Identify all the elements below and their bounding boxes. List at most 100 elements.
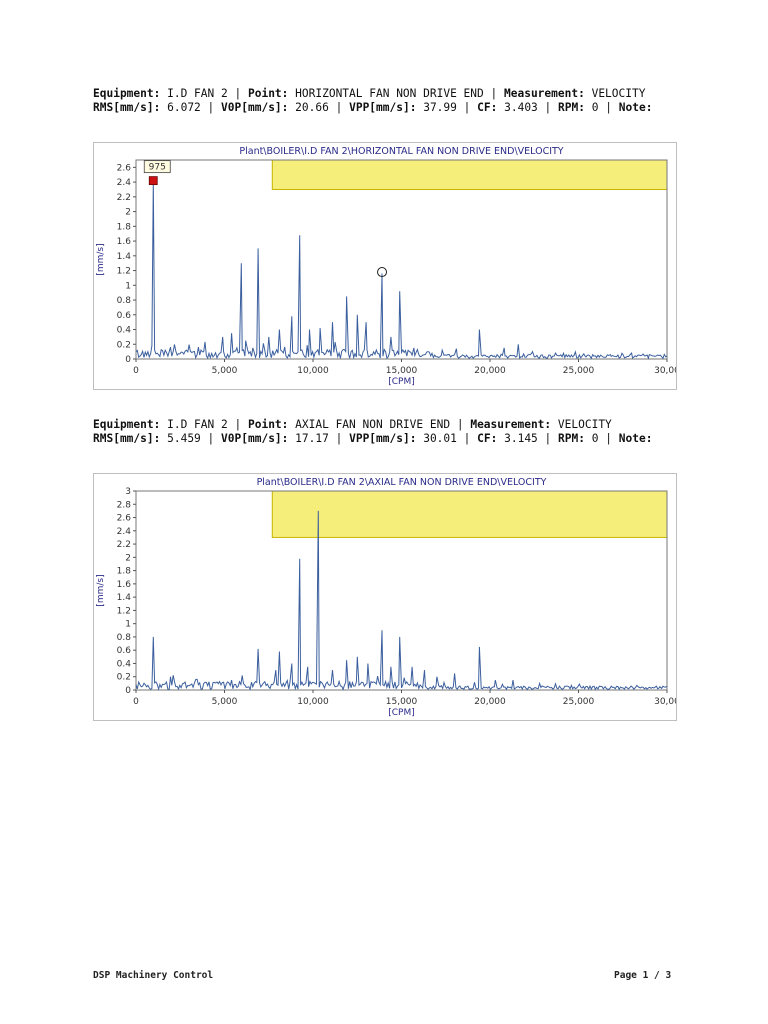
y-tick-label: 0.4 (117, 659, 132, 669)
note-label: Note: (618, 101, 653, 114)
point-label: Point: (247, 87, 289, 100)
y-axis-label: [mm/s] (96, 574, 106, 606)
y-tick-label: 1.2 (117, 267, 131, 277)
point-label: Point: (247, 418, 289, 431)
equipment-value: I.D FAN 2 (167, 87, 228, 100)
vpp-value: 37.99 (423, 101, 457, 114)
cf-label: CF: (477, 101, 498, 114)
equipment-line: Equipment: I.D FAN 2 | Point: HORIZONTAL… (93, 87, 683, 101)
y-tick-label: 2 (125, 208, 131, 218)
rms-label: RMS[mm/s]: (93, 101, 161, 114)
vpp-value: 30.01 (423, 432, 457, 445)
y-tick-label: 0.8 (117, 633, 132, 643)
spectrum-chart-axial: Plant\BOILER\I.D FAN 2\AXIAL FAN NON DRI… (93, 473, 677, 721)
report-header: Equipment: I.D FAN 2 | Point: HORIZONTAL… (93, 87, 683, 115)
x-tick-label: 25,000 (563, 366, 595, 376)
separator: | (605, 432, 612, 445)
y-tick-label: 0.2 (117, 340, 131, 350)
x-tick-label: 0 (133, 366, 139, 376)
x-tick-label: 15,000 (386, 366, 418, 376)
y-tick-label: 2.6 (117, 163, 132, 173)
report-header: Equipment: I.D FAN 2 | Point: AXIAL FAN … (93, 418, 683, 446)
y-tick-label: 2 (125, 553, 131, 563)
y-tick-label: 1.6 (117, 237, 132, 247)
chart-title: Plant\BOILER\I.D FAN 2\AXIAL FAN NON DRI… (257, 477, 547, 488)
y-tick-label: 1.4 (117, 252, 132, 262)
y-tick-label: 2.4 (117, 178, 132, 188)
x-tick-label: 20,000 (474, 366, 506, 376)
v0p-label: V0P[mm/s]: (221, 432, 289, 445)
y-tick-label: 1.8 (117, 567, 132, 577)
metrics-line: RMS[mm/s]: 5.459 | V0P[mm/s]: 17.17 | VP… (93, 432, 683, 446)
point-value: AXIAL FAN NON DRIVE END (295, 418, 451, 431)
y-tick-label: 0.6 (117, 646, 132, 656)
peak-marker (148, 176, 158, 186)
alarm-band (271, 159, 668, 190)
y-tick-label: 1 (125, 620, 131, 630)
separator: | (207, 101, 215, 114)
measurement-label: Measurement: (504, 87, 585, 100)
spectrum-chart-horizontal: Plant\BOILER\I.D FAN 2\HORIZONTAL FAN NO… (93, 142, 677, 390)
y-tick-label: 0.2 (117, 673, 131, 683)
rpm-label: RPM: (558, 432, 585, 445)
spectrum-plot: Plant\BOILER\I.D FAN 2\AXIAL FAN NON DRI… (96, 477, 676, 718)
alarm-band (271, 490, 668, 538)
rpm-label: RPM: (558, 101, 585, 114)
peak-label: 975 (149, 163, 166, 173)
y-tick-label: 2.4 (117, 527, 132, 537)
separator: | (490, 87, 498, 100)
metrics-line: RMS[mm/s]: 6.072 | V0P[mm/s]: 20.66 | VP… (93, 101, 683, 115)
x-tick-label: 15,000 (386, 697, 418, 707)
separator: | (456, 418, 464, 431)
x-axis-label: [CPM] (388, 708, 415, 718)
equipment-line: Equipment: I.D FAN 2 | Point: AXIAL FAN … (93, 418, 683, 432)
y-tick-label: 2.6 (117, 514, 132, 524)
separator: | (335, 101, 343, 114)
rpm-value: 0 (591, 101, 599, 114)
separator: | (463, 101, 471, 114)
cf-label: CF: (477, 432, 498, 445)
equipment-label: Equipment: (93, 87, 161, 100)
vpp-label: VPP[mm/s]: (349, 101, 417, 114)
x-tick-label: 5,000 (212, 697, 238, 707)
x-tick-label: 10,000 (297, 366, 329, 376)
spectrum-trace (135, 180, 668, 360)
y-tick-label: 3 (125, 487, 131, 497)
x-tick-label: 5,000 (212, 366, 238, 376)
separator: | (544, 432, 552, 445)
x-axis-label: [CPM] (388, 377, 415, 387)
note-label: Note: (618, 432, 653, 445)
v0p-label: V0P[mm/s]: (221, 101, 289, 114)
spectrum-trace (135, 510, 668, 691)
y-tick-label: 0.4 (117, 326, 132, 336)
cf-value: 3.403 (504, 101, 538, 114)
y-tick-label: 1.6 (117, 580, 132, 590)
equipment-value: I.D FAN 2 (167, 418, 228, 431)
separator: | (544, 101, 552, 114)
x-tick-label: 25,000 (563, 697, 595, 707)
point-value: HORIZONTAL FAN NON DRIVE END (295, 87, 484, 100)
y-tick-label: 0.8 (117, 296, 132, 306)
separator: | (234, 418, 242, 431)
equipment-label: Equipment: (93, 418, 161, 431)
y-tick-label: 1.8 (117, 222, 132, 232)
y-tick-label: 0.6 (117, 311, 132, 321)
footer-company: DSP Machinery Control (93, 970, 214, 981)
measurement-value: VELOCITY (557, 418, 612, 431)
measurement-label: Measurement: (470, 418, 552, 431)
harmonic-cursor (377, 267, 388, 278)
y-tick-label: 1 (125, 281, 131, 291)
y-tick-label: 1.2 (117, 606, 131, 616)
y-tick-label: 1.4 (117, 593, 132, 603)
cf-value: 3.145 (504, 432, 538, 445)
separator: | (463, 432, 471, 445)
vpp-label: VPP[mm/s]: (349, 432, 417, 445)
rms-value: 6.072 (167, 101, 201, 114)
spectrum-plot: Plant\BOILER\I.D FAN 2\HORIZONTAL FAN NO… (96, 146, 676, 387)
separator: | (335, 432, 343, 445)
y-tick-label: 0 (125, 355, 131, 365)
peak-label-box (143, 160, 171, 174)
rpm-value: 0 (591, 432, 599, 445)
x-tick-label: 30,00 (654, 366, 676, 376)
x-tick-label: 30,00 (654, 697, 676, 707)
